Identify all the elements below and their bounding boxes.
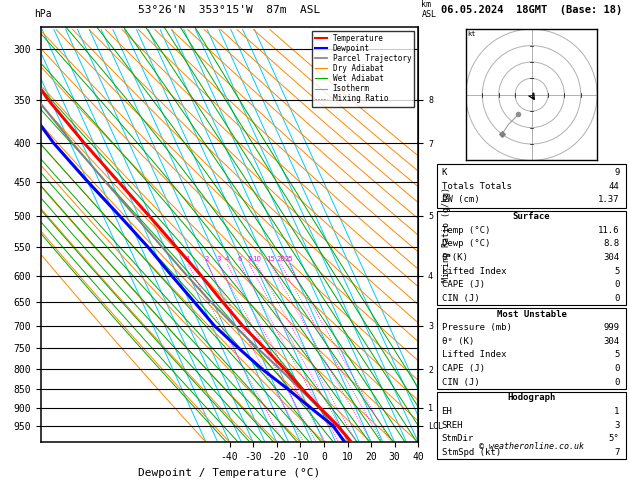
Text: Hodograph: Hodograph [508,394,555,402]
Text: CAPE (J): CAPE (J) [442,364,484,373]
Text: 5: 5 [614,350,620,359]
Text: 0: 0 [614,378,620,386]
Text: 304: 304 [603,253,620,262]
Text: 0: 0 [614,294,620,303]
Text: 3: 3 [614,420,620,430]
Text: K: K [442,168,447,177]
Text: km
ASL: km ASL [421,0,437,19]
Text: 5: 5 [614,267,620,276]
Text: 20: 20 [276,257,285,262]
Text: hPa: hPa [35,9,52,19]
Text: CAPE (J): CAPE (J) [442,280,484,289]
Text: Mixing Ratio (g/kg): Mixing Ratio (g/kg) [442,187,451,282]
Text: Pressure (mb): Pressure (mb) [442,323,511,332]
Text: 1: 1 [614,407,620,416]
Text: 999: 999 [603,323,620,332]
Text: Totals Totals: Totals Totals [442,182,511,191]
Text: 6: 6 [238,257,242,262]
Text: 3: 3 [216,257,221,262]
Text: 8: 8 [247,257,252,262]
Text: 06.05.2024  18GMT  (Base: 18): 06.05.2024 18GMT (Base: 18) [441,4,622,15]
Text: Most Unstable: Most Unstable [496,310,567,319]
Text: CIN (J): CIN (J) [442,294,479,303]
Text: 1.37: 1.37 [598,195,620,205]
Text: StmDir: StmDir [442,434,474,443]
Text: 25: 25 [284,257,293,262]
Text: Lifted Index: Lifted Index [442,350,506,359]
Text: PW (cm): PW (cm) [442,195,479,205]
Text: StmSpd (kt): StmSpd (kt) [442,448,501,457]
Text: 7: 7 [614,448,620,457]
Text: 15: 15 [266,257,275,262]
Text: 53°26'N  353°15'W  87m  ASL: 53°26'N 353°15'W 87m ASL [138,4,321,15]
Text: 44: 44 [609,182,620,191]
Text: EH: EH [442,407,452,416]
Text: θᵉ (K): θᵉ (K) [442,337,474,346]
Text: θᵉ(K): θᵉ(K) [442,253,469,262]
Text: 11.6: 11.6 [598,226,620,235]
Text: Temp (°C): Temp (°C) [442,226,490,235]
Text: © weatheronline.co.uk: © weatheronline.co.uk [479,442,584,451]
Text: 304: 304 [603,337,620,346]
Text: 1: 1 [186,257,190,262]
Text: 10: 10 [252,257,261,262]
Text: SREH: SREH [442,420,463,430]
Text: 0: 0 [614,364,620,373]
Text: Lifted Index: Lifted Index [442,267,506,276]
Text: Surface: Surface [513,212,550,221]
Legend: Temperature, Dewpoint, Parcel Trajectory, Dry Adiabat, Wet Adiabat, Isotherm, Mi: Temperature, Dewpoint, Parcel Trajectory… [312,31,415,106]
Text: 0: 0 [614,280,620,289]
X-axis label: Dewpoint / Temperature (°C): Dewpoint / Temperature (°C) [138,468,321,478]
Text: 9: 9 [614,168,620,177]
Text: kt: kt [467,31,476,37]
Text: Dewp (°C): Dewp (°C) [442,240,490,248]
Text: CIN (J): CIN (J) [442,378,479,386]
Text: 5°: 5° [609,434,620,443]
Text: 4: 4 [225,257,230,262]
Text: 8.8: 8.8 [603,240,620,248]
Text: 2: 2 [205,257,209,262]
